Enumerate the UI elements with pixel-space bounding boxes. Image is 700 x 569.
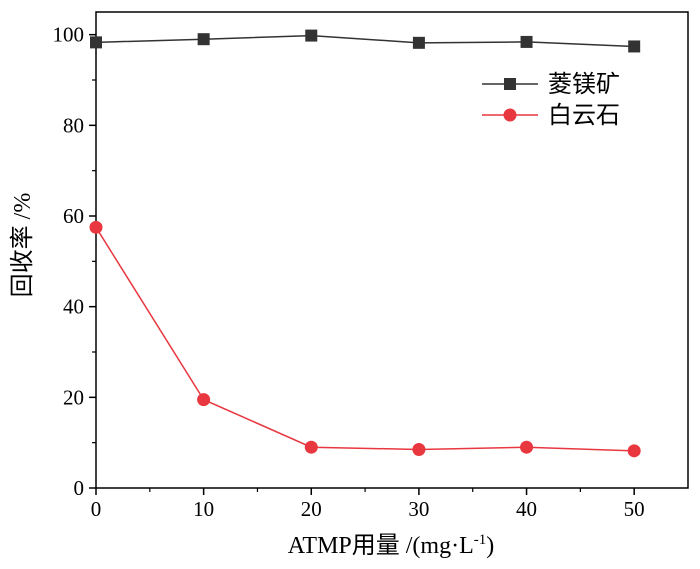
- data-point: [412, 442, 426, 456]
- data-point: [627, 444, 641, 458]
- data-point: [305, 29, 318, 42]
- data-point: [90, 36, 102, 49]
- data-point: [628, 40, 641, 53]
- data-point: [197, 33, 210, 46]
- y-tick-label: 100: [53, 23, 85, 47]
- y-tick-label: 80: [63, 113, 84, 137]
- y-tick-label: 0: [74, 476, 85, 500]
- series-line: [95, 226, 635, 452]
- y-tick-label: 20: [63, 385, 84, 409]
- data-point: [412, 36, 425, 49]
- data-point: [197, 393, 211, 407]
- x-tick-label: 40: [516, 497, 537, 521]
- legend-marker: [504, 78, 516, 90]
- data-point: [89, 220, 103, 234]
- y-tick-label: 40: [63, 295, 84, 319]
- y-axis-title: 回收率 /%: [9, 193, 36, 298]
- y-tick-label: 60: [63, 204, 84, 228]
- legend-marker: [503, 108, 517, 122]
- plot-frame: [95, 11, 689, 489]
- data-point: [520, 35, 533, 48]
- x-tick-label: 20: [301, 497, 322, 521]
- x-tick-label: 50: [624, 497, 645, 521]
- x-axis-title: ATMP用量 /(mg·L-1): [288, 532, 495, 559]
- x-tick-label: 10: [193, 497, 214, 521]
- data-point: [304, 440, 318, 454]
- data-point: [520, 440, 534, 454]
- legend-item: 菱镁矿: [482, 71, 620, 98]
- series-1: [90, 29, 641, 53]
- legend-label: 菱镁矿: [548, 71, 620, 98]
- x-tick-label: 0: [91, 497, 102, 521]
- legend-item: 白云石: [482, 102, 620, 129]
- series-line: [95, 34, 635, 48]
- series-2: [89, 220, 641, 458]
- x-tick-label: 30: [408, 497, 429, 521]
- legend-label: 白云石: [548, 102, 620, 129]
